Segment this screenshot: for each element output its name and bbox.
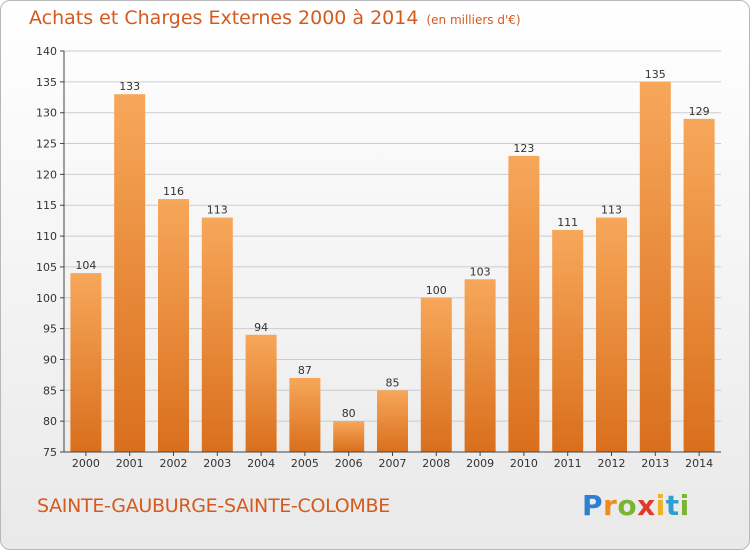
chart-title-text: Achats et Charges Externes 2000 à 2014: [29, 7, 419, 29]
x-tick-label: 2003: [203, 457, 231, 470]
data-label: 111: [557, 216, 578, 229]
y-tick-label: 90: [43, 353, 57, 366]
y-tick-label: 85: [43, 384, 57, 397]
y-tick-label: 80: [43, 415, 57, 428]
y-tick-label: 100: [36, 292, 57, 305]
x-tick-label: 2006: [335, 457, 363, 470]
data-label: 100: [426, 284, 447, 297]
x-tick-label: 2001: [116, 457, 144, 470]
bar: [70, 273, 102, 452]
logo-letter: r: [603, 489, 618, 522]
data-label: 87: [298, 364, 312, 377]
data-label: 94: [254, 321, 268, 334]
data-label: 113: [207, 204, 228, 217]
x-tick-label: 2013: [641, 457, 669, 470]
y-tick-label: 110: [36, 230, 57, 243]
y-tick-label: 125: [36, 138, 57, 151]
logo-letter: o: [617, 489, 638, 522]
bar: [639, 81, 671, 452]
chart-units: (en milliers d'€): [426, 13, 521, 27]
data-label: 133: [119, 80, 140, 93]
x-tick-label: 2012: [598, 457, 626, 470]
y-tick-label: 135: [36, 76, 57, 89]
bar: [158, 199, 189, 452]
data-label: 104: [75, 259, 96, 272]
x-tick-label: 2014: [685, 457, 713, 470]
y-tick-label: 105: [36, 261, 57, 274]
data-label: 129: [689, 105, 710, 118]
logo-letter: t: [665, 489, 680, 522]
bar: [508, 155, 540, 452]
logo-letter: i: [655, 489, 666, 522]
logo-letter: P: [582, 489, 604, 522]
x-tick-label: 2007: [379, 457, 407, 470]
y-tick-label: 130: [36, 107, 57, 120]
bar: [245, 334, 277, 452]
bar: [377, 390, 408, 452]
data-label: 80: [342, 407, 356, 420]
bar: [289, 377, 321, 452]
y-tick-label: 75: [43, 446, 57, 459]
x-tick-label: 2009: [466, 457, 494, 470]
bar: [201, 217, 233, 452]
x-tick-label: 2010: [510, 457, 538, 470]
x-tick-label: 2004: [247, 457, 275, 470]
chart-title: Achats et Charges Externes 2000 à 2014 (e…: [29, 7, 521, 29]
x-tick-label: 2005: [291, 457, 319, 470]
bar: [464, 279, 496, 452]
bar: [333, 421, 365, 452]
y-tick-label: 120: [36, 168, 57, 181]
logo-letter: i: [679, 489, 690, 522]
proxiti-logo: Proxiti: [582, 489, 690, 522]
commune-name: SAINTE-GAUBURGE-SAINTE-COLOMBE: [37, 495, 390, 517]
data-label: 103: [470, 265, 491, 278]
data-label: 113: [601, 204, 622, 217]
bar: [683, 118, 715, 452]
data-label: 85: [386, 376, 400, 389]
data-label: 123: [513, 142, 534, 155]
bar: [596, 217, 627, 452]
x-tick-label: 2002: [160, 457, 188, 470]
x-tick-label: 2008: [422, 457, 450, 470]
bar: [114, 94, 146, 452]
bar: [420, 297, 452, 452]
logo-letter: x: [637, 489, 656, 522]
y-tick-label: 95: [43, 323, 57, 336]
y-tick-label: 140: [36, 45, 57, 58]
y-tick-label: 115: [36, 199, 57, 212]
bar: [552, 229, 584, 452]
data-label: 135: [645, 68, 666, 81]
x-tick-label: 2000: [72, 457, 100, 470]
x-tick-label: 2011: [554, 457, 582, 470]
data-label: 116: [163, 185, 184, 198]
